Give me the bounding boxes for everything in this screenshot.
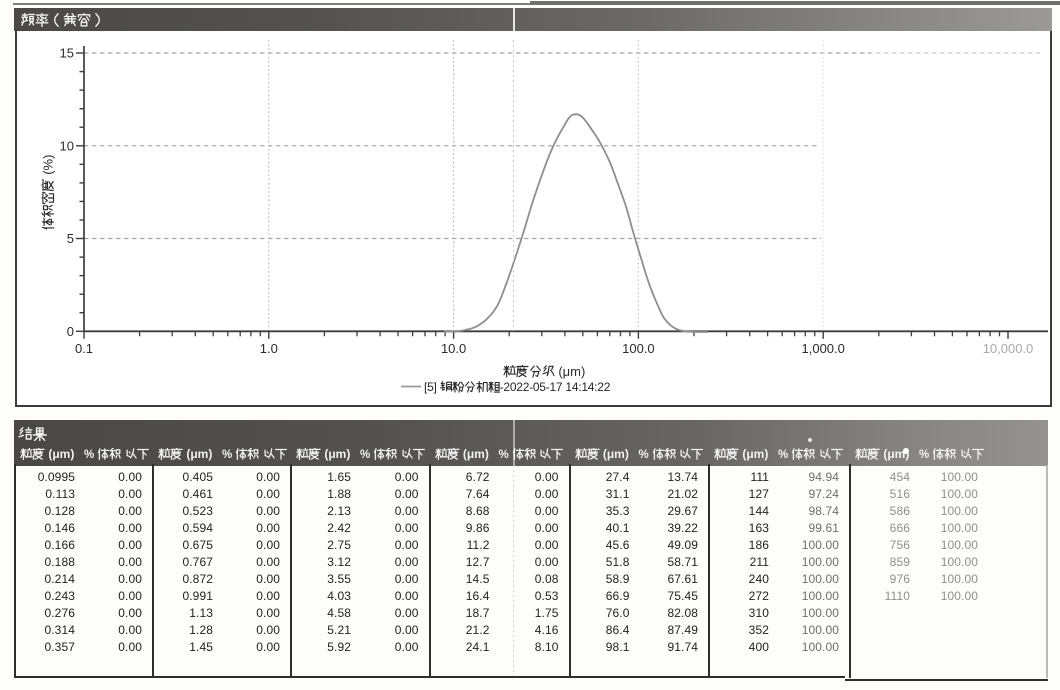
svg-text:10,000.0: 10,000.0: [983, 341, 1034, 356]
svg-text:0: 0: [67, 324, 74, 339]
svg-text:5: 5: [67, 231, 74, 246]
svg-text:15: 15: [60, 46, 74, 61]
svg-text:0.1: 0.1: [75, 341, 93, 356]
svg-text:10.0: 10.0: [441, 341, 466, 356]
svg-text:10: 10: [60, 138, 74, 153]
svg-text:100.0: 100.0: [622, 341, 655, 356]
svg-text:1.0: 1.0: [260, 341, 278, 356]
svg-text:1,000.0: 1,000.0: [802, 341, 845, 356]
